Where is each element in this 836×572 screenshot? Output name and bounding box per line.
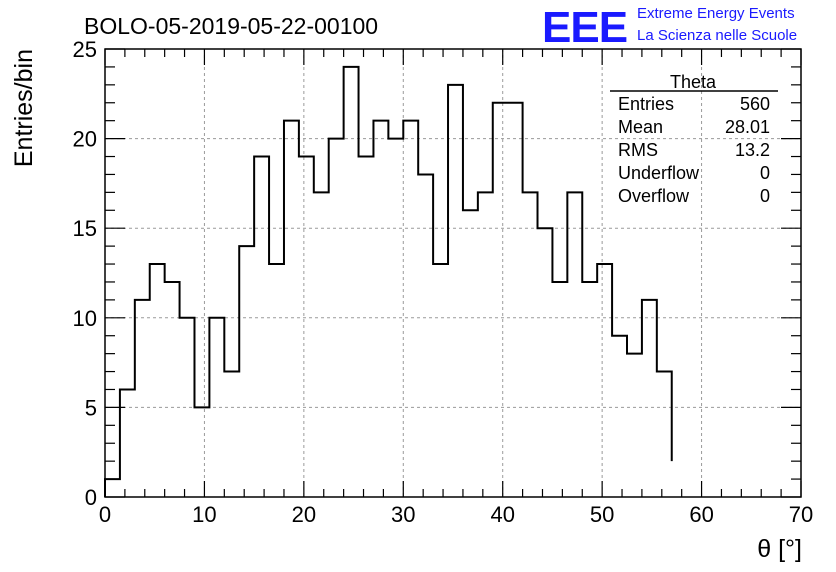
histogram-bin (523, 192, 538, 497)
histogram-line (104, 65, 673, 497)
histogram-bin (344, 67, 359, 497)
histogram-bin (433, 264, 448, 497)
x-tick-labels: 0 10 20 30 40 50 60 70 (99, 502, 813, 527)
histogram-bin (180, 318, 195, 497)
y-tick-label: 25 (73, 37, 97, 62)
y-tick-label: 5 (85, 395, 97, 420)
y-tick-label: 0 (85, 485, 97, 510)
histogram-bin (373, 121, 388, 497)
y-axis-label: Entries/bin (10, 49, 38, 167)
stats-value: 560 (740, 94, 770, 114)
stats-label: Overflow (618, 186, 690, 206)
x-tick-label: 40 (490, 502, 514, 527)
y-tick-label: 10 (73, 306, 97, 331)
histogram-bin (209, 318, 224, 497)
histogram-series (104, 65, 673, 497)
chart-title: BOLO-05-2019-05-22-00100 (84, 13, 378, 39)
stats-label: Underflow (618, 163, 700, 183)
grid-lines (105, 49, 801, 497)
axis-ticks (104, 48, 802, 498)
histogram-bin (284, 121, 299, 497)
logo-line-2: La Scienza nelle Scuole (637, 27, 797, 44)
eee-logo: EEE Extreme Energy Events La Scienza nel… (542, 3, 797, 52)
histogram-bin (582, 282, 597, 497)
x-tick-label: 50 (590, 502, 614, 527)
y-tick-label: 15 (73, 216, 97, 241)
histogram-bin (165, 282, 180, 497)
plot-frame (104, 48, 802, 498)
logo-line-1: Extreme Energy Events (637, 5, 795, 22)
stats-value: 28.01 (725, 117, 770, 137)
x-axis-label: θ [°] (757, 535, 802, 563)
histogram-bin (612, 336, 627, 497)
x-tick-label: 10 (192, 502, 216, 527)
histogram-bin (299, 157, 314, 497)
stats-label: Mean (618, 117, 663, 137)
histogram-bin (463, 210, 478, 497)
y-tick-label: 20 (73, 127, 97, 152)
x-tick-label: 30 (391, 502, 415, 527)
histogram-bin (254, 157, 269, 497)
histogram-bin (314, 192, 329, 497)
histogram-bin (642, 300, 657, 497)
stats-title: Theta (670, 72, 717, 92)
histogram-bin (418, 174, 433, 497)
histogram-bin (194, 407, 209, 497)
stats-value: 13.2 (735, 140, 770, 160)
histogram-bin (120, 389, 135, 497)
stats-label: RMS (618, 140, 658, 160)
stats-value: 0 (760, 186, 770, 206)
y-tick-labels: 0 5 10 15 20 25 (73, 37, 97, 510)
histogram-bin (657, 372, 672, 497)
x-tick-label: 70 (789, 502, 813, 527)
histogram-bin (135, 300, 150, 497)
stats-rows: Entries 560 Mean 28.01 RMS 13.2 Underflow 0 Over… (618, 94, 770, 206)
histogram-bin (478, 192, 493, 497)
histogram-bin (105, 479, 120, 497)
histogram-bin (597, 264, 612, 497)
logo-mark: EEE (542, 3, 627, 52)
histogram-bin (224, 372, 239, 497)
histogram-bin (567, 192, 582, 497)
histogram-bin (493, 103, 508, 497)
histogram-bin (239, 246, 254, 497)
histogram-bin (538, 228, 553, 497)
x-tick-label: 0 (99, 502, 111, 527)
histogram-bin (448, 85, 463, 497)
x-tick-label: 60 (689, 502, 713, 527)
stats-label: Entries (618, 94, 674, 114)
x-tick-label: 20 (292, 502, 316, 527)
histogram-bin (508, 103, 523, 497)
histogram-bin (552, 282, 567, 497)
histogram-bin (359, 157, 374, 497)
histogram-bin (627, 354, 642, 497)
histogram-bin (269, 264, 284, 497)
stats-value: 0 (760, 163, 770, 183)
histogram-bin (150, 264, 165, 497)
histogram-bin (403, 121, 418, 497)
stats-box: Theta Entries 560 Mean 28.01 RMS 13.2 Underflo… (610, 72, 778, 206)
